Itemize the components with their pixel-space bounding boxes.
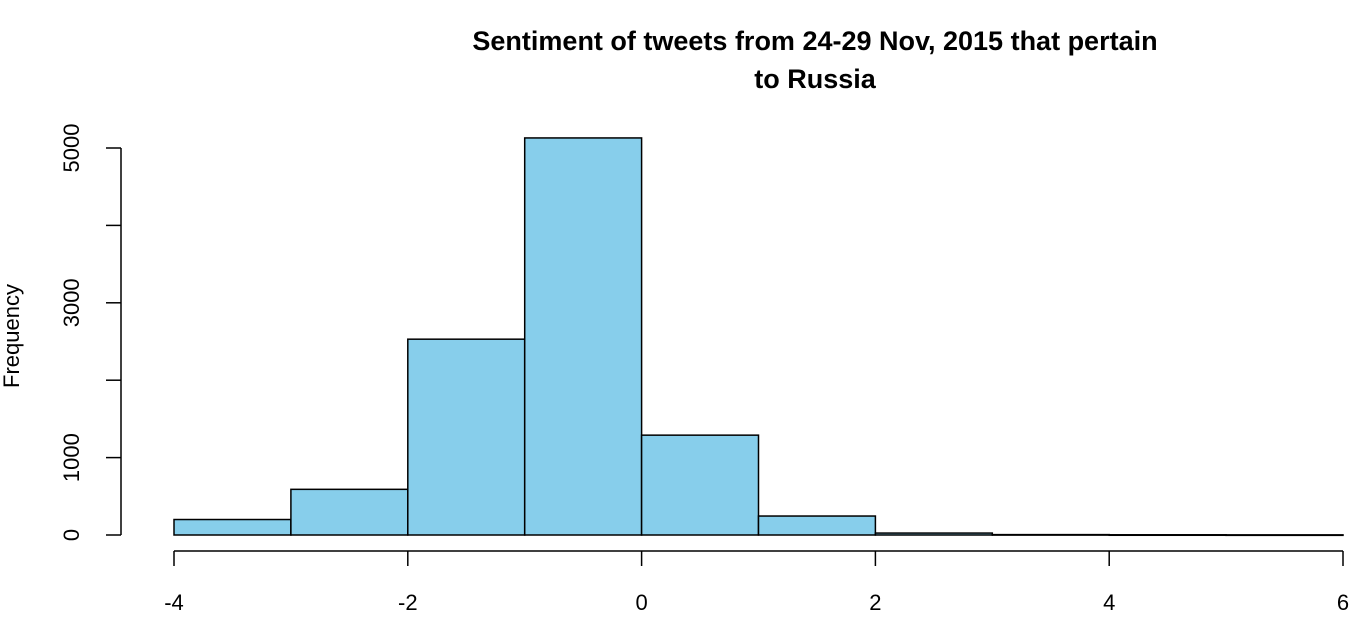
histogram-bar-4 — [640, 434, 760, 536]
histogram-bar-9 — [1225, 534, 1344, 537]
y-axis: 0 1000 3000 5000 — [59, 124, 122, 541]
x-tick-label: 0 — [635, 590, 647, 615]
x-tick-label: -4 — [164, 590, 184, 615]
y-tick-label: 5000 — [59, 124, 84, 173]
y-tick-label: 1000 — [59, 433, 84, 482]
histogram-bar-1 — [290, 488, 409, 536]
y-axis-label: Frequency — [0, 284, 24, 388]
y-tick-label: 3000 — [59, 278, 84, 327]
x-tick-label: 2 — [869, 590, 881, 615]
y-tick-label: 0 — [59, 529, 84, 541]
histogram-bar-2 — [407, 338, 526, 536]
histogram-bar-7 — [991, 533, 1110, 536]
x-tick-label: 4 — [1103, 590, 1115, 615]
histogram-bar-3 — [523, 137, 643, 536]
x-tick-label: 6 — [1337, 590, 1349, 615]
x-tick-label: -2 — [398, 590, 418, 615]
histogram-bar-5 — [757, 515, 877, 536]
chart-title-line-1: Sentiment of tweets from 24-29 Nov, 2015… — [472, 26, 1157, 56]
histogram-bar-0 — [173, 518, 292, 536]
x-axis: -4 -2 0 2 4 6 — [164, 550, 1349, 615]
chart-title-line-2: to Russia — [754, 64, 877, 94]
histogram-bar-8 — [1108, 534, 1227, 537]
histogram-bar-6 — [874, 532, 994, 536]
histogram-bars — [173, 137, 1344, 537]
